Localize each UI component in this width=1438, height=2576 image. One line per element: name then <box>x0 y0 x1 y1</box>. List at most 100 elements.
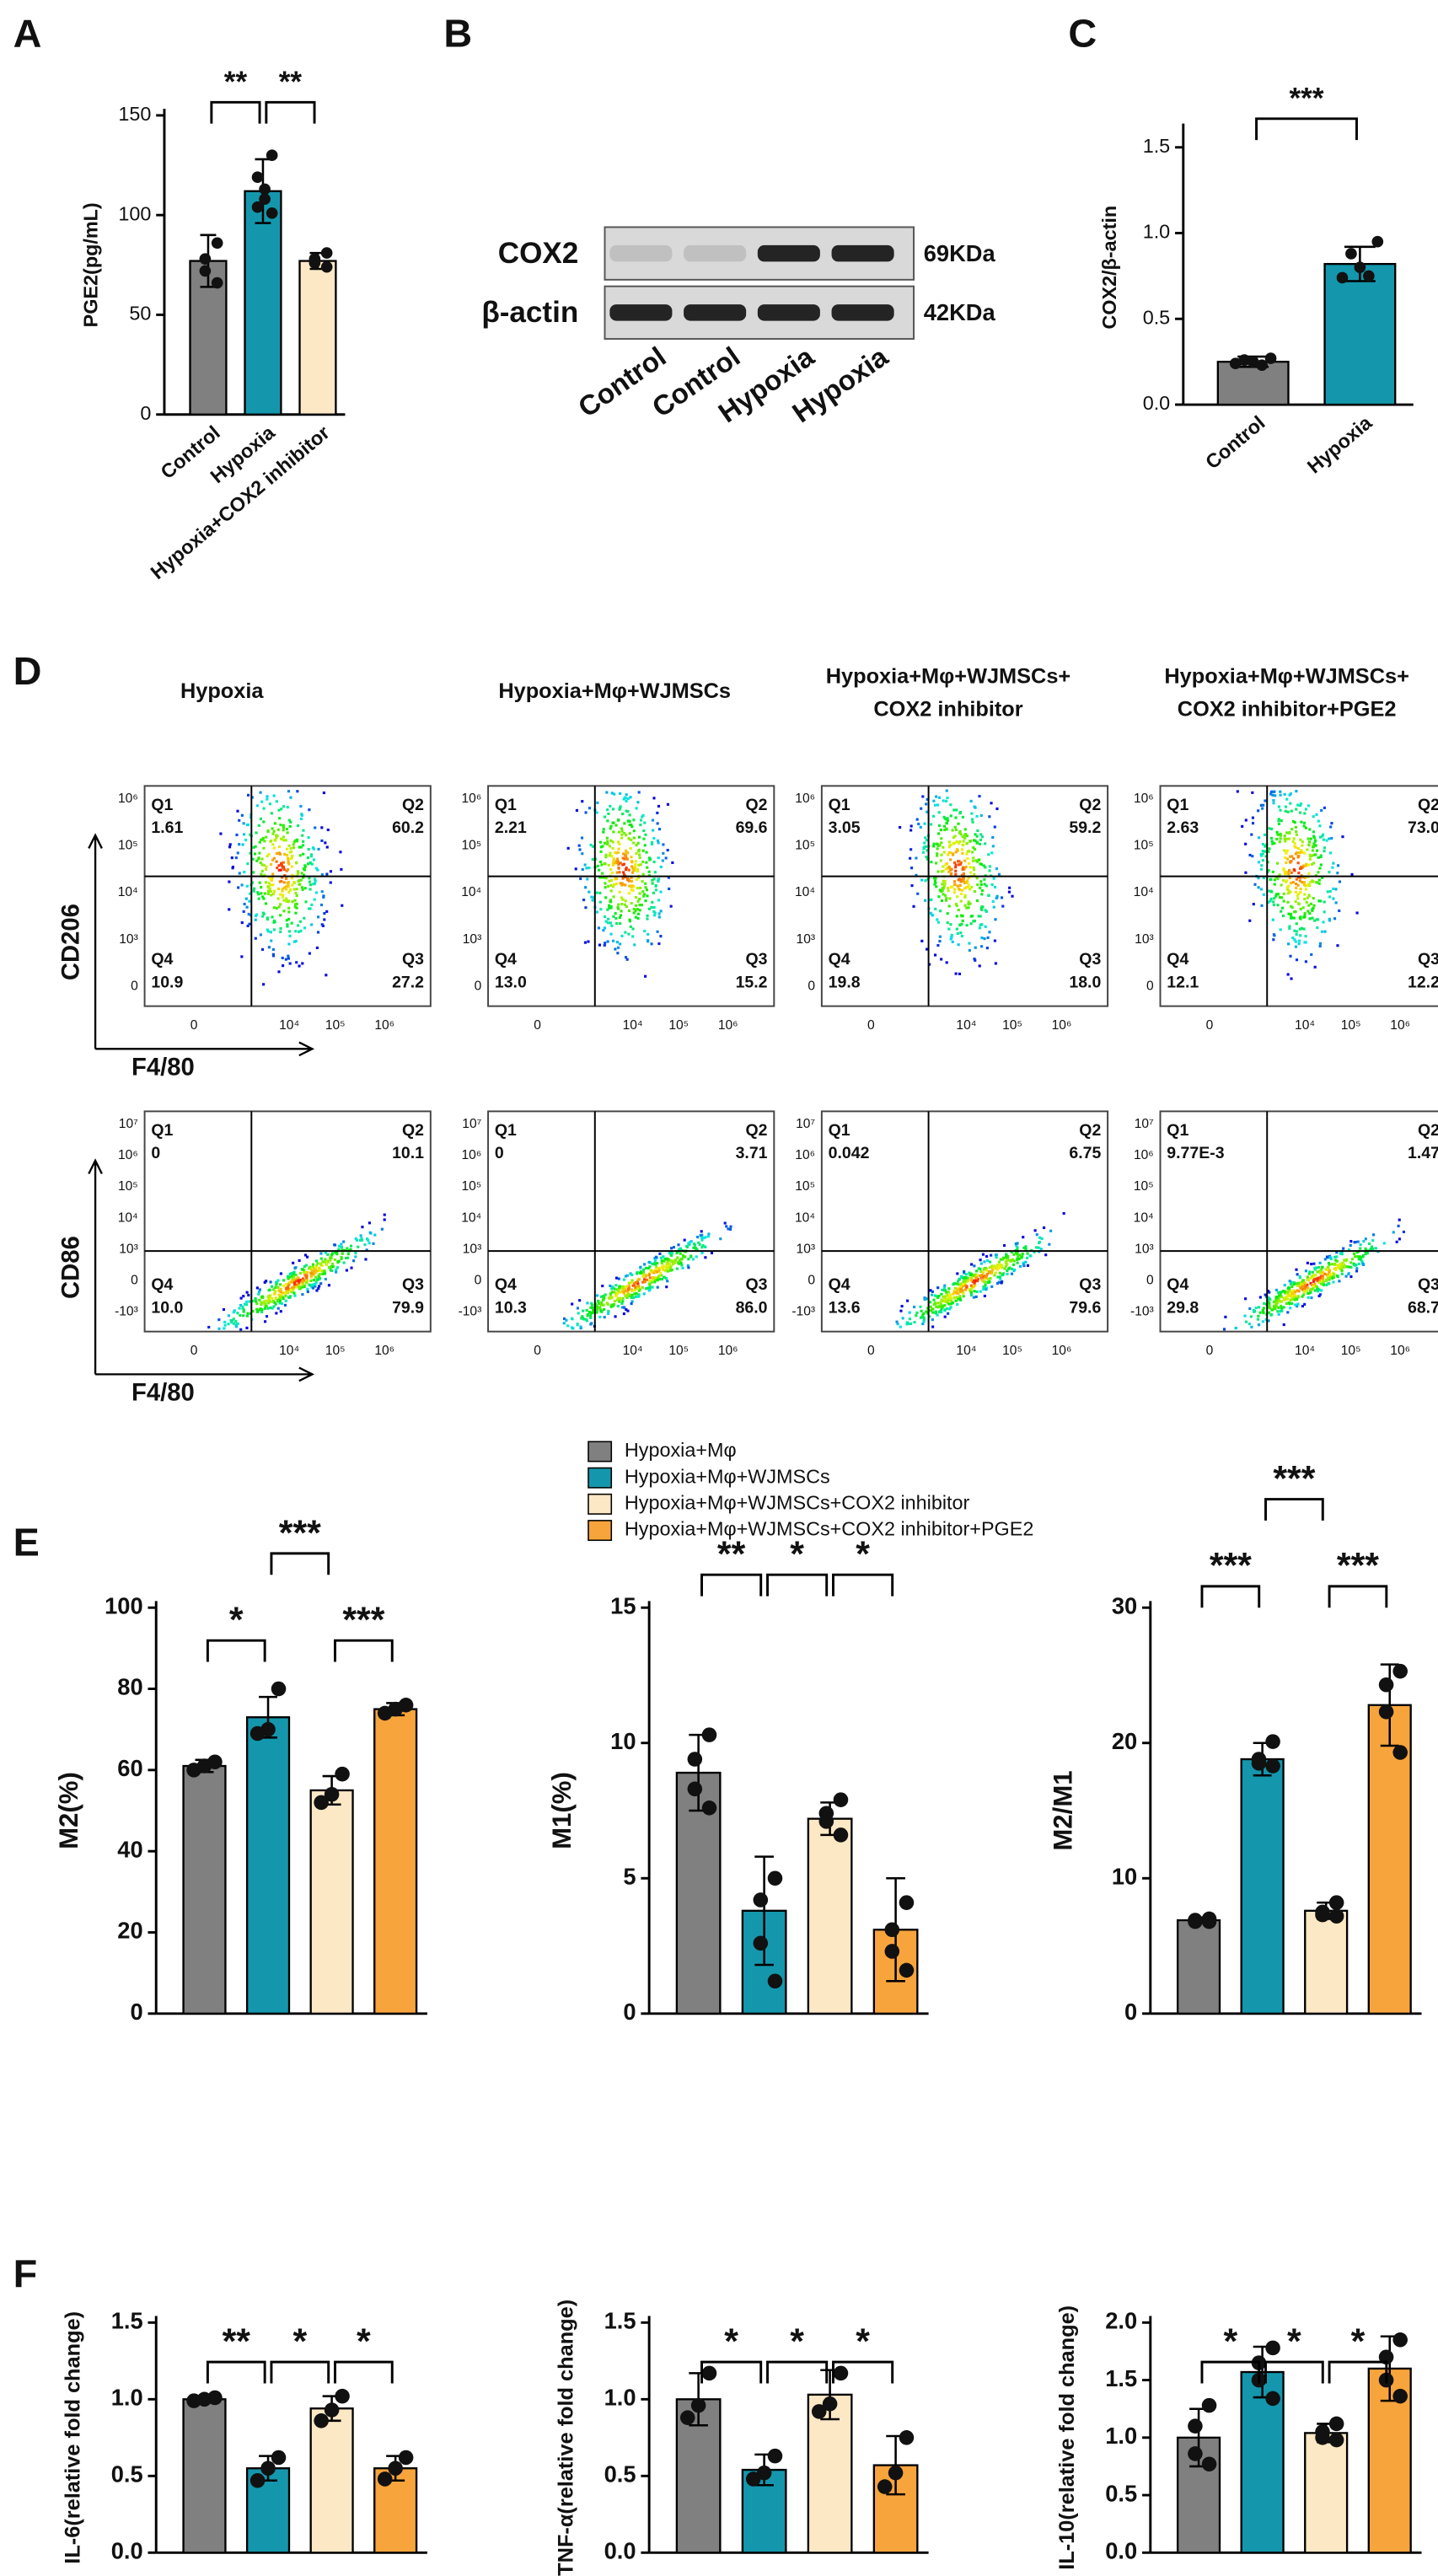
event-dot <box>303 1271 306 1275</box>
event-dot <box>604 853 608 856</box>
event-dot <box>1295 1268 1298 1271</box>
condition-title: Hypoxia+Mφ+WJMSCs+ <box>1164 664 1408 688</box>
event-dot <box>276 1285 280 1289</box>
x-tick-label: 10⁶ <box>1052 1344 1072 1358</box>
event-dot <box>954 828 958 832</box>
event-dot <box>241 1305 244 1308</box>
blot-band <box>757 304 820 321</box>
event-dot <box>980 905 984 909</box>
event-dot <box>1336 1274 1339 1278</box>
event-dot <box>279 930 282 934</box>
flow-x-axis-label: F4/80 <box>131 1054 195 1081</box>
event-dot <box>260 886 263 889</box>
event-dot <box>339 851 342 854</box>
event-dot <box>1264 1318 1268 1321</box>
event-dot <box>606 840 609 843</box>
event-dot <box>287 856 290 860</box>
event-dot <box>1321 1275 1324 1279</box>
event-dot <box>1291 820 1296 824</box>
event-dot <box>948 851 952 855</box>
event-dot <box>260 1308 264 1312</box>
x-tick-label: 10⁴ <box>1295 1018 1315 1033</box>
event-dot <box>282 894 285 897</box>
event-dot <box>1289 860 1292 863</box>
event-dot <box>950 936 953 939</box>
event-dot <box>366 1237 369 1241</box>
data-point <box>1336 271 1349 284</box>
flow-plot: Q19.77E-3Q21.47Q368.7Q429.810⁷10⁶10⁵10⁴1… <box>1130 1110 1438 1358</box>
event-dot <box>995 894 999 898</box>
event-dot <box>254 1298 257 1301</box>
event-dot <box>607 1312 610 1315</box>
y-tick-label: 1.0 <box>604 2385 636 2411</box>
data-point <box>1247 356 1259 368</box>
event-dot <box>622 1278 625 1281</box>
event-dot <box>335 1270 338 1274</box>
event-dot <box>253 887 256 890</box>
event-dot <box>959 880 963 883</box>
event-dot <box>645 861 648 864</box>
event-dot <box>1001 1265 1004 1269</box>
event-dot <box>303 926 307 930</box>
event-dot <box>314 1266 318 1269</box>
error-bar <box>1380 1663 1399 1747</box>
data-point <box>701 1727 717 1742</box>
event-dot <box>913 1305 916 1309</box>
event-dot <box>657 828 662 831</box>
event-dot <box>1299 891 1302 894</box>
event-dot <box>566 846 570 850</box>
event-dot <box>995 807 999 811</box>
event-dot <box>659 890 663 894</box>
quadrant-value: 2.21 <box>495 818 527 837</box>
event-dot <box>269 862 273 867</box>
event-dot <box>962 840 965 843</box>
event-dot <box>1402 1230 1405 1233</box>
event-dot <box>245 823 249 827</box>
y-tick-label: 0 <box>131 1273 138 1287</box>
event-dot <box>272 846 276 850</box>
event-dot <box>965 835 969 838</box>
event-dot <box>1295 790 1298 793</box>
event-dot <box>1326 1268 1329 1271</box>
event-dot <box>960 1282 963 1285</box>
event-dot <box>923 841 926 845</box>
y-tick-label: 10³ <box>797 932 816 947</box>
y-tick-label: 0.0 <box>1143 392 1171 414</box>
event-dot <box>287 1277 290 1280</box>
event-dot <box>269 1300 272 1303</box>
event-dot <box>632 841 636 845</box>
event-dot <box>934 877 937 880</box>
event-dot <box>246 924 250 928</box>
event-dot <box>948 866 952 869</box>
event-dot <box>298 845 301 849</box>
event-dot <box>691 1258 695 1261</box>
event-dot <box>719 1237 722 1241</box>
event-dot <box>311 846 315 850</box>
event-dot <box>946 867 950 870</box>
event-dot <box>231 867 234 870</box>
event-dot <box>609 867 613 872</box>
event-dot <box>1338 1264 1341 1267</box>
event-dot <box>350 1266 353 1269</box>
event-dot <box>700 1237 704 1240</box>
event-dot <box>1284 805 1288 808</box>
event-dot <box>1026 1252 1029 1255</box>
event-dot <box>642 1292 646 1296</box>
x-tick-label: 10⁵ <box>1341 1018 1361 1033</box>
event-dot <box>597 1306 600 1309</box>
event-dot <box>652 797 656 800</box>
event-dot <box>274 1296 277 1300</box>
event-dot <box>974 1295 978 1299</box>
y-tick-label: 10⁵ <box>1134 839 1154 853</box>
event-dot <box>315 946 319 950</box>
event-dot <box>915 873 918 877</box>
event-dot <box>1364 1247 1367 1250</box>
event-dot <box>992 1265 995 1269</box>
event-dot <box>935 861 938 865</box>
event-dot <box>278 817 282 820</box>
event-dot <box>980 835 985 839</box>
event-dot <box>259 861 262 865</box>
event-dot <box>1296 1295 1300 1298</box>
event-dot <box>302 829 305 832</box>
event-dot <box>1305 862 1308 866</box>
